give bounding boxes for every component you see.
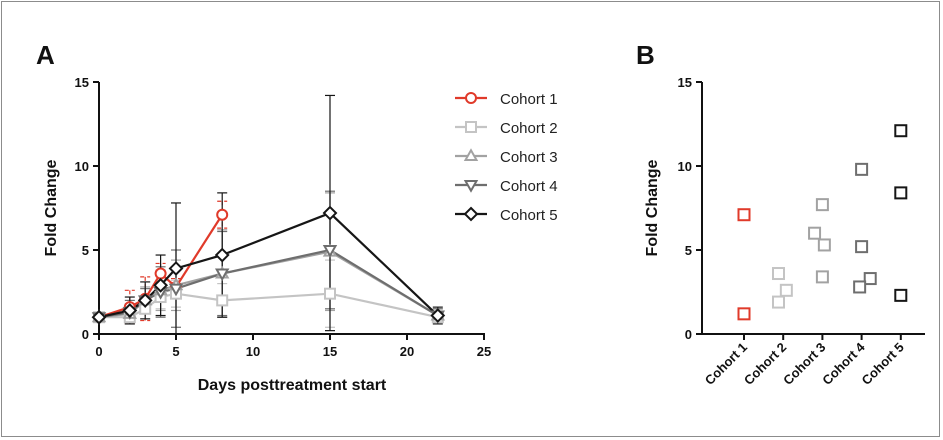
chart-a-data-point: [214, 268, 230, 282]
legend-label: Cohort 4: [500, 178, 558, 195]
chart-a-x-tick-label: 20: [400, 344, 414, 359]
chart-a-data-point: [122, 303, 138, 318]
chart-a-ticks: 0 5 10 15 20 25 0 5 10 15: [75, 75, 492, 359]
chart-b-data-point: [855, 162, 869, 176]
chart-a-data-point: [154, 267, 167, 280]
chart-b-data-point: [737, 208, 751, 222]
chart-b-data-point: [894, 288, 908, 302]
chart-b-data-point: [737, 307, 751, 321]
legend-label: Cohort 2: [500, 120, 558, 137]
chart-a-x-tick-label: 25: [477, 344, 491, 359]
chart-a-data-point: [322, 245, 338, 258]
chart-b-category-label: Cohort 3: [780, 340, 828, 388]
chart-b-data-point: [808, 226, 822, 240]
chart-b-y-tick-label: 0: [685, 327, 692, 342]
chart-a-x-tick-label: 10: [246, 344, 260, 359]
chart-a-data-point: [214, 247, 230, 263]
legend-entry: Cohort 4: [455, 178, 558, 195]
chart-b-data-point: [817, 238, 831, 252]
chart-b-data-point: [779, 283, 793, 297]
chart-b-data-point: [853, 280, 867, 294]
chart-a-data-point: [91, 309, 107, 325]
chart-b-y-tick-label: 10: [678, 159, 692, 174]
legend-marker: [463, 180, 479, 193]
chart-a-x-tick-label: 15: [323, 344, 337, 359]
chart-b-y-label: Fold Change: [644, 159, 661, 256]
chart-a-data-point: [322, 205, 338, 221]
chart-b-axes: [701, 82, 925, 335]
chart-b-data-point: [855, 240, 869, 254]
chart-a-y-tick-label: 0: [82, 327, 89, 342]
chart-b-data-point: [863, 272, 877, 286]
legend-entry: Cohort 1: [455, 91, 558, 108]
legend-marker: [463, 206, 479, 222]
chart-a-y-tick-label: 5: [82, 243, 89, 258]
chart-a-data-point: [168, 283, 184, 297]
chart-a-y-tick-label: 15: [75, 75, 89, 90]
chart-b-data-point: [894, 186, 908, 200]
chart-a-data-point: [168, 261, 184, 276]
chart-b-data-point: [894, 124, 908, 138]
legend-label: Cohort 5: [500, 207, 558, 224]
chart-a-y-label: Fold Change: [43, 159, 60, 256]
chart-b-data-point: [815, 198, 829, 212]
legend-entry: Cohort 3: [455, 148, 558, 166]
chart-a-data-point: [216, 294, 229, 307]
panel-label-b: B: [636, 40, 655, 70]
legend-marker: [465, 121, 477, 133]
legend-entry: Cohort 5: [455, 206, 558, 224]
legend-marker: [463, 148, 479, 161]
legend-marker: [465, 92, 477, 104]
chart-a-data-point: [216, 208, 229, 221]
chart-b-y-tick-label: 15: [678, 75, 692, 90]
chart-a-y-tick-label: 10: [75, 159, 89, 174]
chart-a-legend: Cohort 1 Cohort 2 Cohort 3 Cohort 4 Cohort 5: [455, 91, 558, 224]
chart-a-data-point: [430, 308, 446, 323]
chart-a-data-point: [137, 292, 153, 308]
chart-b-data-point: [771, 295, 785, 309]
legend-label: Cohort 3: [500, 149, 558, 166]
legend-entry: Cohort 2: [455, 120, 558, 137]
panel-label-a: A: [36, 40, 55, 70]
chart-a-x-label: Days posttreatment start: [198, 377, 387, 394]
chart-a-x-tick-label: 5: [172, 344, 179, 359]
legend-label: Cohort 1: [500, 91, 558, 108]
chart-b-points: [737, 124, 908, 321]
chart-b-data-point: [771, 267, 785, 281]
chart-a-x-tick-label: 0: [95, 344, 102, 359]
chart-b-y-tick-label: 5: [685, 243, 692, 258]
chart-b-category-label: Cohort 5: [859, 340, 907, 388]
chart-a-data-point: [153, 277, 169, 293]
chart-a-markers: [91, 205, 446, 325]
chart-a-axes: [98, 82, 485, 335]
chart-a-data-point: [324, 287, 336, 300]
chart-b-data-point: [815, 270, 829, 284]
